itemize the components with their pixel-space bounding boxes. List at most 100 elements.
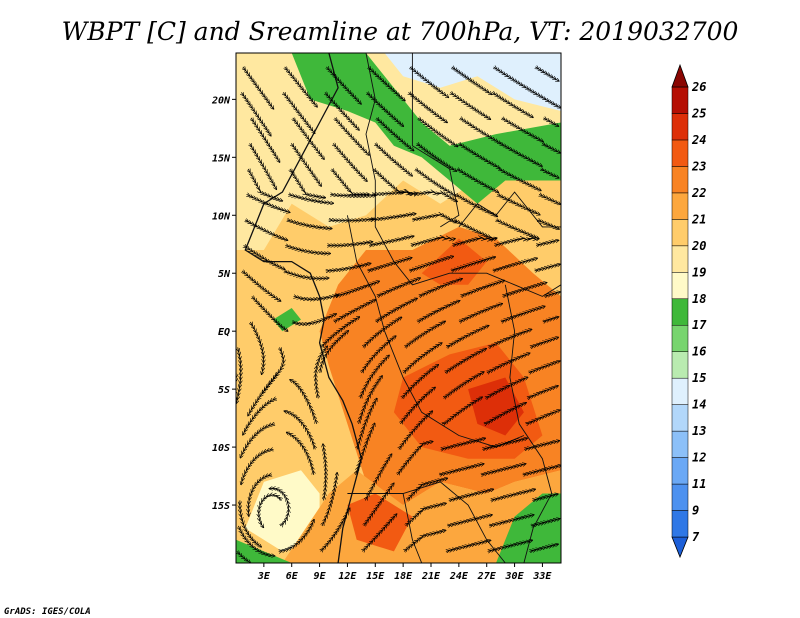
colorbar-label: 18 [692,292,706,306]
colorbar: 7 9 11 12 13 14 15 16 17 18 19 20 21 22 23 24 25 26 [671,63,707,559]
streamline [376,298,417,322]
streamline [459,143,500,168]
streamline [447,515,492,526]
streamline [449,489,494,500]
streamline [491,489,536,500]
x-tick-label: 12E [338,571,357,582]
streamline [488,540,533,551]
streamline [321,508,350,551]
streamline [529,544,558,551]
streamline [326,67,361,104]
streamline [270,488,289,526]
streamline [445,349,486,373]
streamline [371,214,416,220]
streamline [285,245,330,253]
streamlines [236,67,561,563]
streamline [544,118,559,126]
streamline [441,438,486,449]
streamline [502,118,543,142]
streamline [497,194,540,214]
x-tick-label: 33E [532,571,552,582]
colorbar-swatch [671,351,689,379]
y-tick-label: 20N [211,95,231,106]
streamline [503,283,547,297]
streamline [322,473,337,526]
y-tick-label: 5N [218,269,231,280]
streamline [415,169,455,196]
colorbar-label: 11 [692,477,706,491]
streamline [409,256,453,271]
streamline [334,300,376,322]
streamline [368,67,405,101]
streamline [459,304,502,322]
streamline [287,220,332,229]
streamline [242,271,281,301]
streamline [285,67,317,107]
streamline [290,380,317,425]
colorbar-swatch [671,510,689,538]
streamline [531,519,560,526]
colorbar-label: 9 [692,504,699,518]
x-tick-label: 6E [286,571,299,582]
streamline [450,92,490,119]
streamline [452,67,492,95]
streamline [526,410,560,424]
colorbar-label: 15 [692,371,706,385]
colorbar-swatch [671,86,689,114]
y-tick-label: 10N [212,211,231,222]
streamline [419,279,462,297]
colorbar-swatch [671,245,689,273]
y-tick-label: 15S [212,501,230,512]
streamline [538,220,560,229]
streamline [294,295,339,300]
colorbar-label: 19 [692,265,706,279]
streamline [444,372,484,399]
streamline [279,520,314,552]
streamline [284,271,329,279]
streamline [494,67,535,93]
streamline [263,347,284,393]
colorbar-swatch [671,139,689,167]
colorbar-label: 22 [691,186,706,200]
streamline [457,169,498,193]
streamline [365,454,391,500]
x-tick-label: 18E [394,571,413,582]
streamline [542,143,560,153]
colorbar-swatch [671,113,689,141]
y-tick-label: 10S [212,443,230,454]
x-tick-label: 21E [421,571,441,582]
streamline [500,143,542,166]
chart-title: WBPT [C] and Sreamline at 700hPa, VT: 20… [62,17,739,46]
streamline [523,465,561,475]
streamline [442,397,482,424]
colorbar-swatch [671,166,689,194]
plot-area [236,53,561,563]
streamline [368,258,412,271]
streamline [323,444,326,501]
streamline [535,264,561,271]
streamline [485,377,527,398]
x-tick-label: 27E [477,571,497,582]
streamline [524,441,559,450]
streamline [489,515,534,526]
streamline [417,301,459,322]
streamline [536,240,558,245]
x-tick-label: 30E [505,571,525,582]
streamline [240,500,261,546]
streamline [492,92,533,117]
y-tick-label: EQ [218,327,230,338]
streamline [501,306,545,322]
x-tick-label: 3E [257,571,271,582]
streamline [488,329,531,347]
streamline [292,314,336,324]
streamline [460,118,501,144]
colorbar-label: 14 [692,398,706,412]
colorbar-swatch [671,192,689,220]
x-tick-label: 15E [366,571,385,582]
colorbar-label: 16 [692,345,706,359]
streamline [243,67,274,109]
colorbar-label: 25 [691,106,706,120]
streamline [327,242,372,246]
streamline [245,220,287,240]
